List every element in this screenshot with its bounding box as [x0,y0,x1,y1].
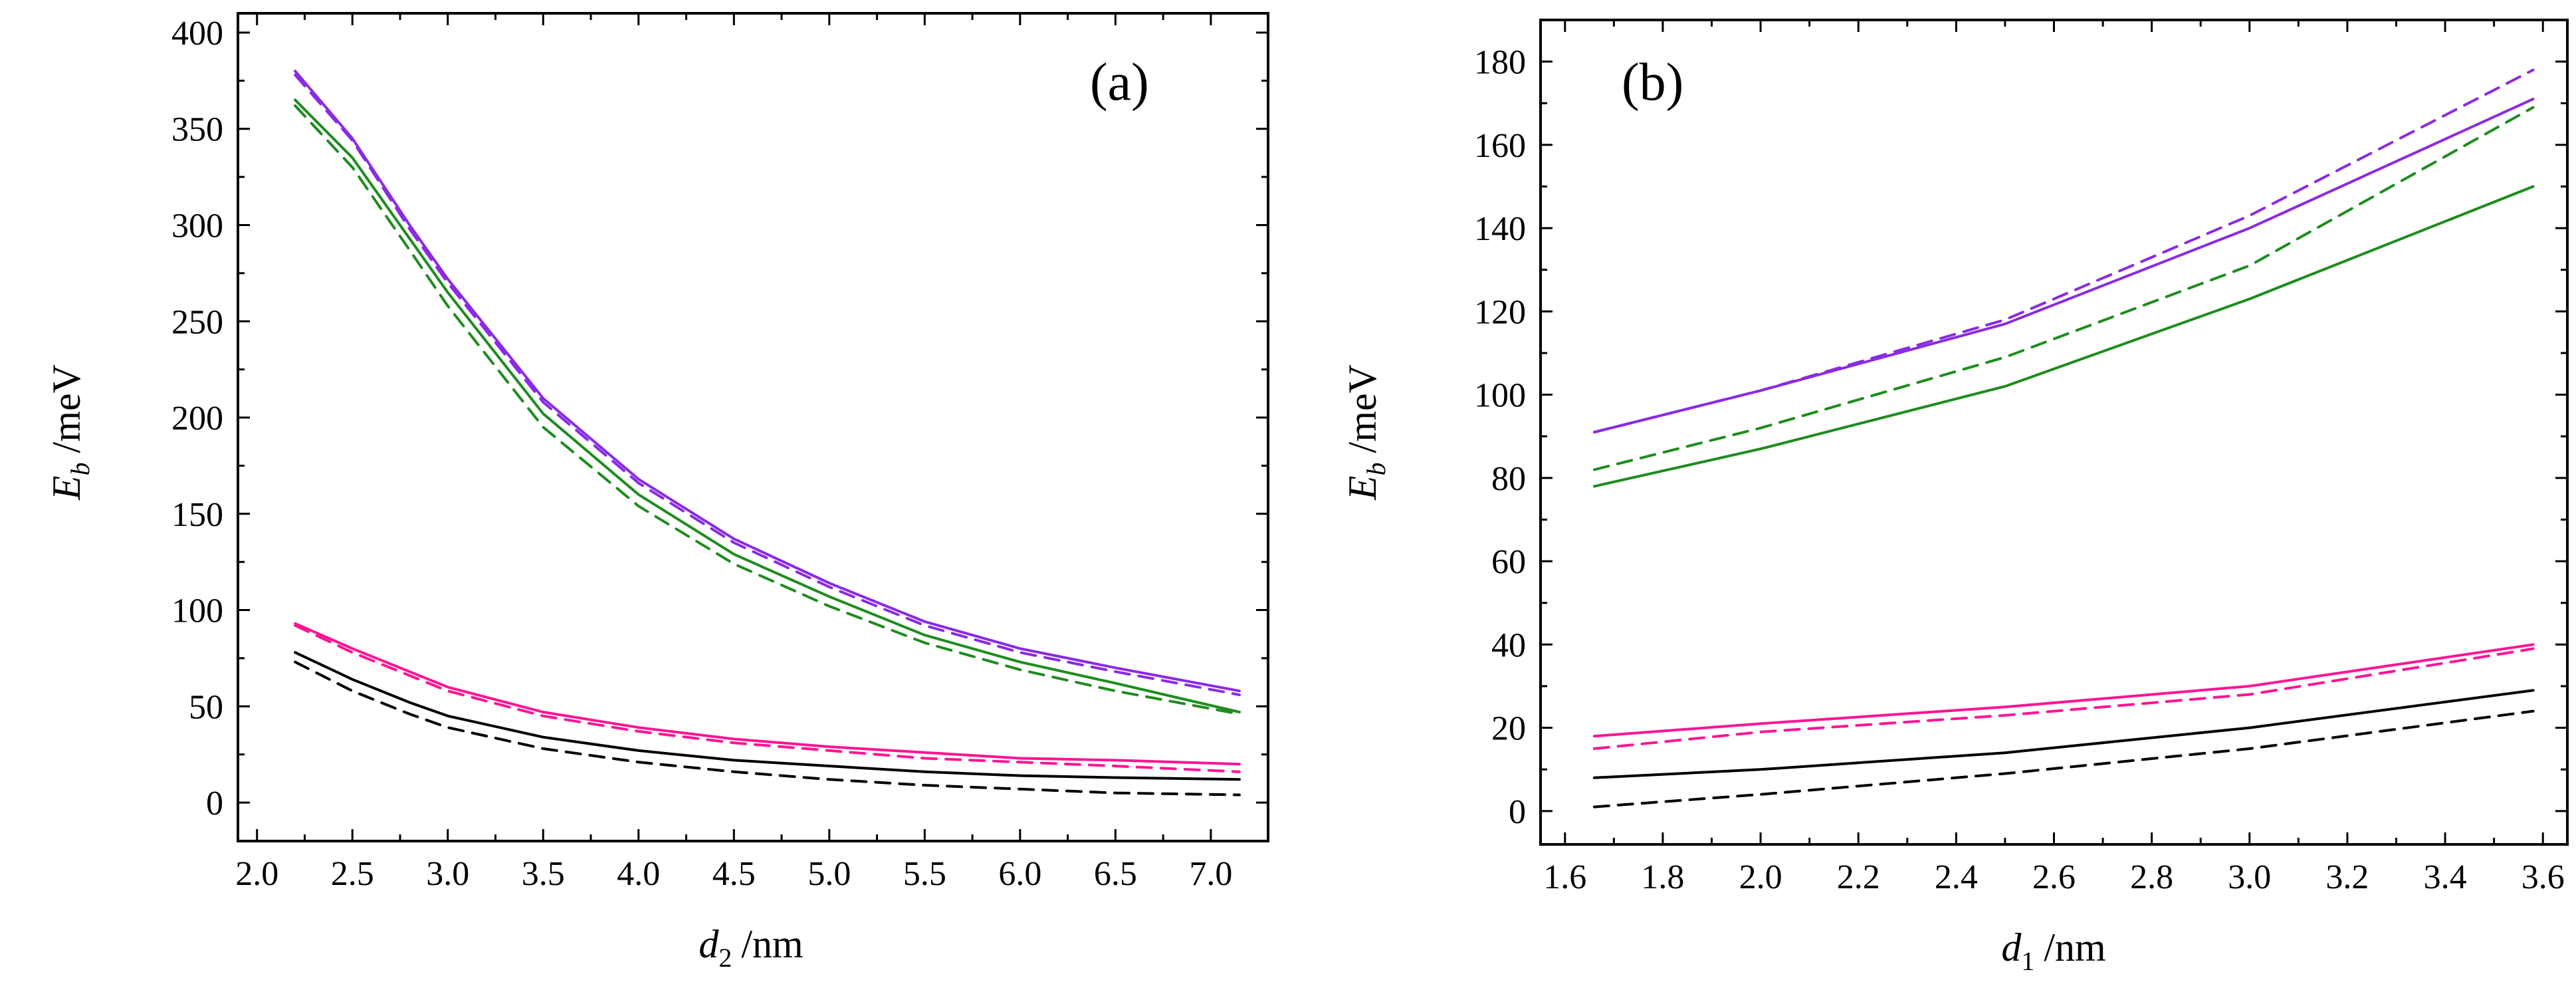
series-line-b-black-dashed [1592,709,2535,808]
xtick-label-b: 2.4 [1935,858,1978,896]
panel-a-series [294,69,1241,797]
panel-a: 2.0 2.5 3.0 3.5 4.0 4.5 5.0 5.5 6.0 6.5 7.0 0 50 100… [45,12,1269,973]
panel-a-yticks: 0 50 100 150 200 250 300 350 400 [171,15,1268,822]
xtick-label-b: 2.6 [2032,858,2076,896]
series-line-a-magenta-dashed [294,624,1241,773]
series-line-b-purple-dashed [1592,68,2535,433]
series-line-a-green-dashed [294,104,1241,715]
panel-a-label: (a) [1090,53,1149,112]
ytick-label-b: 40 [1491,626,1526,664]
ytick-label-b: 100 [1474,377,1526,415]
series-line-b-magenta-solid [1592,643,2535,738]
ytick-label-b: 60 [1491,543,1526,581]
ytick-label-a: 50 [189,688,223,726]
series-line-b-black-solid [1592,689,2535,779]
series-line-a-purple-solid [294,69,1241,693]
panel-a-frame [237,12,1269,842]
xtick-label-a: 4.5 [712,855,756,893]
series-line-b-magenta-dashed [1592,647,2535,750]
xtick-label-a: 2.5 [331,855,374,893]
panel-b-yticks: 0 20 40 60 80 100 120 140 160 180 [1474,44,2567,831]
xtick-label-b: 3.0 [2228,858,2271,896]
ytick-label-b: 160 [1474,127,1526,165]
xtick-label-a: 3.0 [426,855,469,893]
panel-b-series [1592,68,2535,808]
series-line-a-magenta-solid [294,622,1241,766]
panel-a-xlabel: d2/nm [698,922,803,973]
panel-b-frame [1539,19,2569,846]
panel-a-ylabel: Eb/meV [45,364,95,501]
ytick-label-a: 200 [171,400,223,437]
panel-b-ylabel: Eb/meV [1341,364,1391,501]
ytick-label-a: 0 [206,785,223,822]
panel-b-label: (b) [1622,53,1683,112]
xtick-label-a: 2.0 [235,855,278,893]
series-line-a-black-solid [294,651,1241,781]
xtick-label-b: 3.2 [2325,858,2369,896]
xtick-label-b: 2.8 [2130,858,2173,896]
xtick-label-b: 3.4 [2424,858,2467,896]
ytick-label-b: 140 [1474,210,1526,248]
series-line-b-green-solid [1592,185,2535,488]
series-line-b-green-dashed [1592,106,2535,471]
panel-a-xticks: 2.0 2.5 3.0 3.5 4.0 4.5 5.0 5.5 6.0 6.5 7.0 [235,13,1232,893]
ytick-label-b: 20 [1491,710,1526,748]
ytick-label-a: 300 [171,207,223,245]
ytick-label-a: 250 [171,303,223,341]
ytick-label-a: 150 [171,496,223,534]
series-line-a-purple-dashed [294,73,1241,696]
panel-b: 1.6 1.8 2.0 2.2 2.4 2.6 2.8 3.0 3.2 3.4 3.6 0 20 40 6… [1341,19,2569,976]
ytick-label-a: 400 [171,15,223,53]
ytick-label-b: 80 [1491,460,1526,498]
xtick-label-b: 1.8 [1641,858,1684,896]
series-line-b-purple-solid [1592,98,2535,433]
xtick-label-a: 5.0 [807,855,851,893]
ytick-label-b: 180 [1474,44,1526,82]
xtick-label-a: 6.5 [1094,855,1137,893]
xtick-label-a: 6.0 [998,855,1041,893]
ytick-label-b: 0 [1509,793,1526,831]
ytick-label-a: 100 [171,592,223,630]
ytick-label-a: 350 [171,111,223,149]
xtick-label-a: 7.0 [1189,855,1232,893]
ytick-label-b: 120 [1474,293,1526,331]
xtick-label-a: 4.0 [617,855,660,893]
panel-b-xlabel: d1/nm [2001,926,2105,976]
xtick-label-b: 2.0 [1739,858,1782,896]
xtick-label-b: 2.2 [1837,858,1880,896]
xtick-label-b: 3.6 [2522,858,2565,896]
xtick-label-a: 5.5 [903,855,946,893]
xtick-label-a: 3.5 [522,855,565,893]
xtick-label-b: 1.6 [1543,858,1586,896]
series-line-a-black-dashed [294,660,1241,797]
series-line-a-green-solid [294,98,1241,713]
panel-b-xticks: 1.6 1.8 2.0 2.2 2.4 2.6 2.8 3.0 3.2 3.4 3.6 [1543,20,2565,896]
